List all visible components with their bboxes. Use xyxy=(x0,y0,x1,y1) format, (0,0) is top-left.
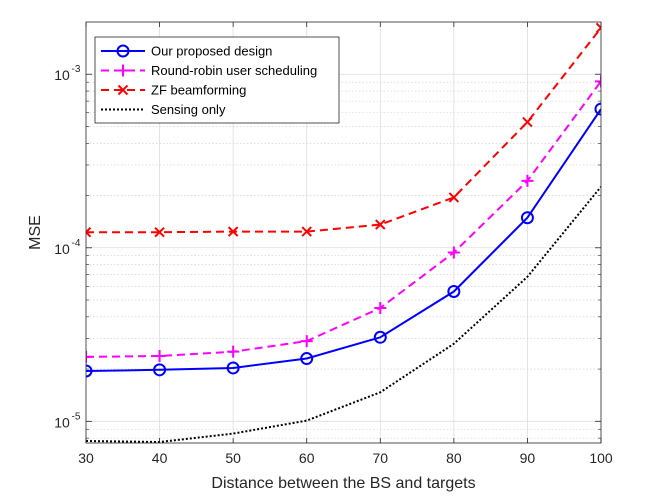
x-tick-label: 80 xyxy=(446,450,462,466)
data-point-zf-beamforming xyxy=(301,226,312,237)
y-axis-label: MSE xyxy=(27,215,44,250)
ticks xyxy=(85,22,602,443)
data-point-round-robin-user-scheduling xyxy=(86,350,92,363)
series-line-round-robin-user-scheduling xyxy=(86,80,601,358)
y-tick-labels: 10-510-410-3 xyxy=(54,64,81,430)
legend-item-our-proposed-design: Our proposed design xyxy=(101,44,272,59)
data-point-round-robin-user-scheduling xyxy=(374,301,387,314)
grid xyxy=(86,22,601,443)
x-tick-label: 50 xyxy=(225,450,241,466)
data-point-round-robin-user-scheduling xyxy=(595,75,601,88)
plot-frame xyxy=(85,21,602,444)
x-tick-label: 60 xyxy=(299,450,315,466)
data-point-round-robin-user-scheduling xyxy=(227,345,240,358)
x-tick-label: 40 xyxy=(152,450,168,466)
series-line-zf-beamforming xyxy=(86,27,601,234)
series-round-robin-user-scheduling xyxy=(86,75,601,363)
data-point-zf-beamforming xyxy=(448,192,460,203)
legend-label: Round-robin user scheduling xyxy=(151,63,317,78)
series-layer xyxy=(86,22,601,443)
data-point-our-proposed-design xyxy=(594,102,601,116)
legend-item-sensing-only: Sensing only xyxy=(101,102,226,117)
y-tick-label-exponent: -4 xyxy=(72,238,81,249)
y-tick-label: 10 xyxy=(54,67,70,83)
data-point-our-proposed-design xyxy=(86,364,93,378)
legend-item-round-robin-user-scheduling: Round-robin user scheduling xyxy=(101,63,317,78)
data-point-our-proposed-design xyxy=(226,361,240,375)
data-point-zf-beamforming xyxy=(595,22,601,34)
data-point-our-proposed-design xyxy=(520,211,534,225)
series-line-sensing-only xyxy=(86,186,601,443)
series-sensing-only xyxy=(86,186,601,443)
legend-marker xyxy=(116,44,130,58)
y-tick-label-exponent: -5 xyxy=(72,411,81,422)
x-tick-label: 100 xyxy=(589,450,613,466)
legend-label: Sensing only xyxy=(151,102,226,117)
x-tick-label: 90 xyxy=(520,450,536,466)
series-zf-beamforming xyxy=(86,22,601,238)
data-point-zf-beamforming xyxy=(154,226,165,238)
data-point-round-robin-user-scheduling xyxy=(521,174,534,187)
data-point-our-proposed-design xyxy=(373,330,387,344)
legend-label: ZF beamforming xyxy=(151,83,246,98)
data-point-round-robin-user-scheduling xyxy=(447,246,460,259)
data-point-our-proposed-design xyxy=(153,363,167,377)
legend-marker xyxy=(117,64,129,77)
y-tick-label: 10 xyxy=(54,241,70,257)
legend: Our proposed design Round-robin user sche… xyxy=(94,36,340,124)
data-point-our-proposed-design xyxy=(447,284,461,298)
legend-label: Our proposed design xyxy=(151,44,272,59)
x-axis-label: Distance between the BS and targets xyxy=(211,475,475,492)
x-tick-label: 30 xyxy=(78,450,94,466)
data-point-round-robin-user-scheduling xyxy=(300,335,313,348)
legend-item-zf-beamforming: ZF beamforming xyxy=(101,83,246,98)
data-point-zf-beamforming xyxy=(522,116,533,128)
data-point-our-proposed-design xyxy=(300,352,314,366)
series-line-our-proposed-design xyxy=(86,108,601,372)
series-our-proposed-design xyxy=(86,102,601,378)
data-point-round-robin-user-scheduling xyxy=(153,349,166,362)
legend-marker xyxy=(117,84,129,96)
y-tick-label-exponent: -3 xyxy=(72,64,81,75)
data-point-zf-beamforming xyxy=(86,226,92,238)
x-tick-label: 70 xyxy=(372,450,388,466)
y-tick-label: 10 xyxy=(54,414,70,430)
data-point-zf-beamforming xyxy=(375,219,386,230)
data-point-zf-beamforming xyxy=(227,226,239,237)
x-tick-labels: 30 40 50 60 70 80 90 100 xyxy=(78,450,613,466)
